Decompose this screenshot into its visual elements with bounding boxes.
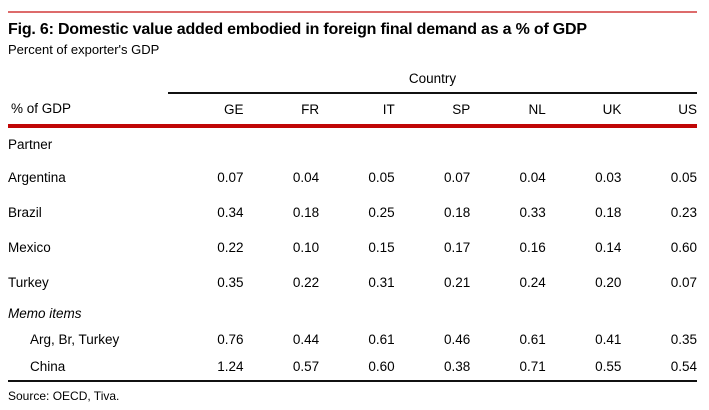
cell-value: 0.24 <box>519 275 546 290</box>
cell-value: 0.18 <box>292 205 320 220</box>
table-row: Mexico 0.22 0.10 0.15 0.17 0.16 0.14 0.60 <box>8 230 697 265</box>
cell-value: 0.38 <box>394 353 471 382</box>
cell-value: 0.18 <box>595 205 622 220</box>
cell-value: 0.60 <box>670 240 697 255</box>
cell-value: 0.21 <box>443 275 471 290</box>
cell-value: 0.05 <box>368 170 395 185</box>
column-header-us: US <box>621 93 697 128</box>
cell-value: 0.18 <box>443 205 471 220</box>
cell-value: 0.54 <box>621 353 697 382</box>
column-header-fr: FR <box>243 93 320 128</box>
cell-value: 0.44 <box>292 332 320 347</box>
cell-value: 0.04 <box>519 170 546 185</box>
memo-items-label-row: Memo items <box>8 300 697 326</box>
cell-value: 0.41 <box>595 332 622 347</box>
top-rule <box>8 11 697 13</box>
column-header-nl: NL <box>470 93 546 128</box>
table-row: China 1.24 0.57 0.60 0.38 0.71 0.55 0.54 <box>8 353 697 382</box>
column-header-row: % of GDP GE FR IT SP NL UK US <box>8 93 697 128</box>
cell-value: 1.24 <box>168 353 244 382</box>
row-label: Argentina <box>8 170 66 185</box>
column-header-uk: UK <box>545 93 622 128</box>
cell-value: 0.31 <box>368 275 395 290</box>
cell-value: 0.34 <box>217 205 244 220</box>
cell-value: 0.15 <box>368 240 395 255</box>
cell-value: 0.46 <box>443 332 471 347</box>
figure-subtitle: Percent of exporter's GDP <box>8 42 160 57</box>
memo-items-label: Memo items <box>8 305 82 321</box>
row-label: China <box>8 353 168 382</box>
cell-value: 0.22 <box>217 240 244 255</box>
cell-value: 0.07 <box>217 170 244 185</box>
table-row: Brazil 0.34 0.18 0.25 0.18 0.33 0.18 0.23 <box>8 195 697 230</box>
cell-value: 0.03 <box>595 170 622 185</box>
group-row-corner-spacer <box>8 64 168 93</box>
partner-section-label-row: Partner <box>8 126 697 160</box>
cell-value: 0.76 <box>217 332 244 347</box>
cell-value: 0.10 <box>292 240 320 255</box>
column-header-it: IT <box>319 93 395 128</box>
cell-value: 0.22 <box>292 275 320 290</box>
table-row: Arg, Br, Turkey 0.76 0.44 0.61 0.46 0.61 0.41 0… <box>8 326 697 353</box>
column-group-header: Country <box>168 64 697 94</box>
cell-value: 0.35 <box>217 275 244 290</box>
corner-label: % of GDP <box>8 93 168 128</box>
table-row: Turkey 0.35 0.22 0.31 0.21 0.24 0.20 0.07 <box>8 265 697 300</box>
column-header-sp: SP <box>394 93 471 128</box>
cell-value: 0.57 <box>243 353 320 382</box>
figure-title: Fig. 6: Domestic value added embodied in… <box>8 21 587 38</box>
cell-value: 0.04 <box>292 170 320 185</box>
cell-value: 0.33 <box>519 205 546 220</box>
column-header-ge: GE <box>168 93 244 128</box>
data-table: Country % of GDP GE FR IT SP NL UK US Partner A… <box>8 64 697 382</box>
cell-value: 0.20 <box>595 275 622 290</box>
partner-section-label: Partner <box>8 136 53 152</box>
cell-value: 0.16 <box>519 240 546 255</box>
cell-value: 0.05 <box>670 170 697 185</box>
source-note: Source: OECD, Tiva. <box>8 389 120 403</box>
cell-value: 0.61 <box>368 332 395 347</box>
column-group-row: Country <box>8 64 697 94</box>
cell-value: 0.35 <box>670 332 697 347</box>
row-label: Mexico <box>8 240 51 255</box>
cell-value: 0.07 <box>443 170 471 185</box>
table-row: Argentina 0.07 0.04 0.05 0.07 0.04 0.03 0.05 <box>8 160 697 195</box>
cell-value: 0.71 <box>470 353 546 382</box>
cell-value: 0.61 <box>519 332 546 347</box>
cell-value: 0.60 <box>319 353 395 382</box>
row-label: Turkey <box>8 275 49 290</box>
cell-value: 0.55 <box>545 353 622 382</box>
cell-value: 0.23 <box>670 205 697 220</box>
row-label: Arg, Br, Turkey <box>30 332 120 347</box>
cell-value: 0.17 <box>443 240 471 255</box>
row-label: Brazil <box>8 205 42 220</box>
cell-value: 0.25 <box>368 205 395 220</box>
cell-value: 0.07 <box>670 275 697 290</box>
cell-value: 0.14 <box>595 240 622 255</box>
